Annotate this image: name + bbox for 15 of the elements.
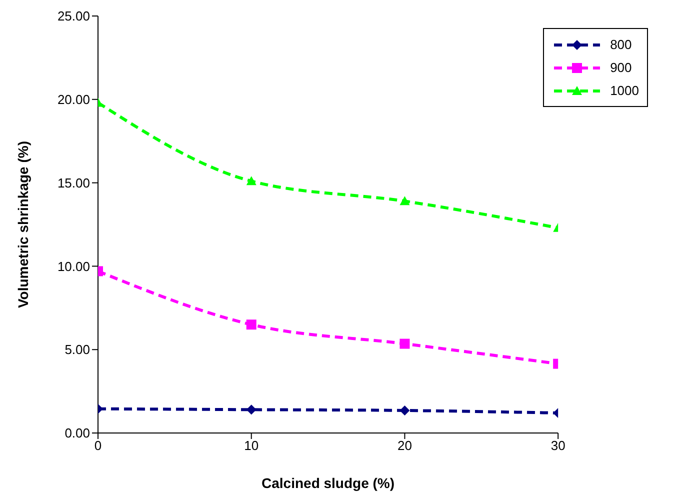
legend-label: 800	[610, 37, 632, 52]
x-tick-label: 30	[550, 438, 566, 454]
y-tick-label: 5.00	[64, 342, 90, 358]
x-axis-title: Calcined sludge (%)	[262, 475, 395, 491]
y-axis-title: Volumetric shrinkage (%)	[14, 140, 31, 308]
y-tick-label: 15.00	[57, 175, 90, 190]
legend-label: 1000	[610, 83, 639, 98]
x-tick-label: 20	[397, 438, 412, 454]
y-tick-label: 20.00	[57, 92, 90, 108]
y-tick-label: 0.00	[64, 426, 90, 441]
y-tick-label: 10.00	[57, 258, 90, 274]
x-tick-label: 0	[94, 438, 102, 454]
legend-label: 900	[610, 60, 632, 75]
y-tick-label: 25.00	[57, 8, 90, 24]
x-tick-label: 10	[244, 438, 259, 454]
